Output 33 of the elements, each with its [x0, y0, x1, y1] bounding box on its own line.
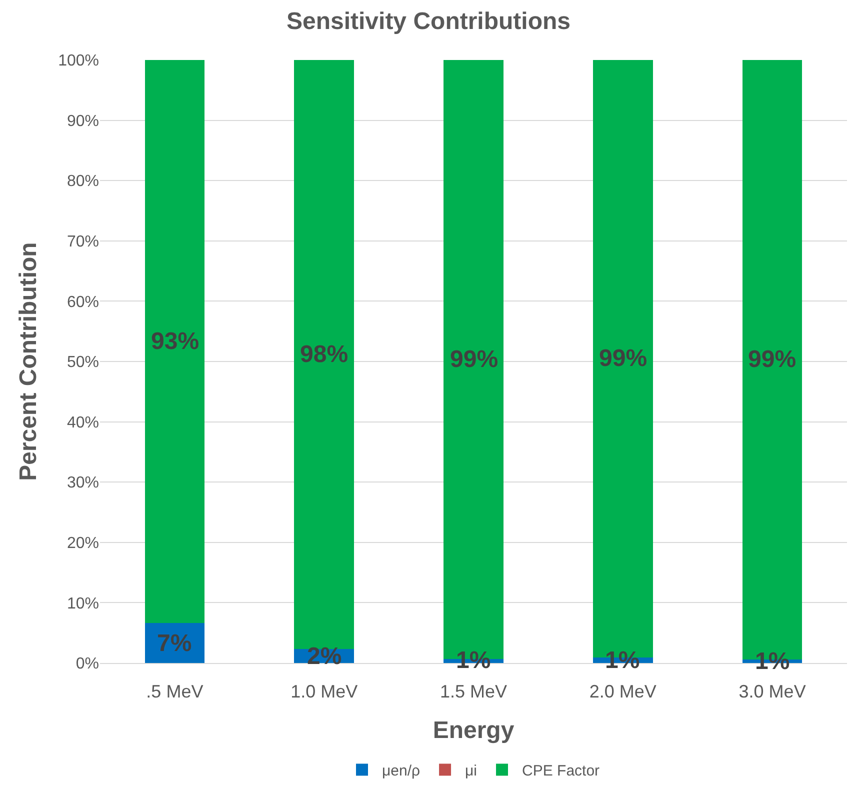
data-label: 99% — [450, 346, 498, 373]
y-tick-label: 0% — [76, 656, 99, 673]
legend-label: CPE Factor — [522, 762, 600, 780]
x-tick-label: 3.0 MeV — [738, 682, 806, 702]
bar — [144, 60, 205, 624]
x-tick-label: 1.0 MeV — [290, 682, 358, 702]
data-label: 99% — [599, 345, 648, 372]
y-tick-label: 40% — [66, 414, 99, 432]
data-label: 2% — [307, 643, 342, 670]
y-tick-label: 20% — [66, 535, 99, 552]
y-tick-label: 90% — [66, 112, 99, 130]
x-tick-label: 1.5 MeV — [440, 682, 508, 702]
y-tick-label: 100% — [58, 52, 99, 70]
data-label: 1% — [456, 647, 491, 674]
data-label: 1% — [605, 647, 640, 674]
data-label: 93% — [151, 328, 200, 355]
data-label: 99% — [748, 346, 796, 373]
y-tick-label: 10% — [66, 595, 99, 612]
y-tick-label: 30% — [66, 474, 99, 492]
legend-label: μi — [465, 762, 478, 780]
x-tick-label: .5 MeV — [146, 682, 204, 702]
data-label: 98% — [300, 341, 348, 368]
x-axis-title: Energy — [432, 716, 515, 744]
legend-label: μen/ρ — [382, 762, 420, 780]
chart-title: Sensitivity Contributions — [286, 8, 571, 35]
data-label: 1% — [755, 648, 790, 675]
y-tick-label: 70% — [66, 234, 99, 250]
y-tick-label: 50% — [66, 354, 99, 372]
data-label: 7% — [157, 630, 192, 657]
y-tick-label: 80% — [66, 173, 99, 190]
y-tick-label: 60% — [66, 294, 99, 311]
y-axis-title: Percent Contribution — [15, 242, 42, 481]
x-tick-label: 2.0 MeV — [589, 682, 656, 702]
